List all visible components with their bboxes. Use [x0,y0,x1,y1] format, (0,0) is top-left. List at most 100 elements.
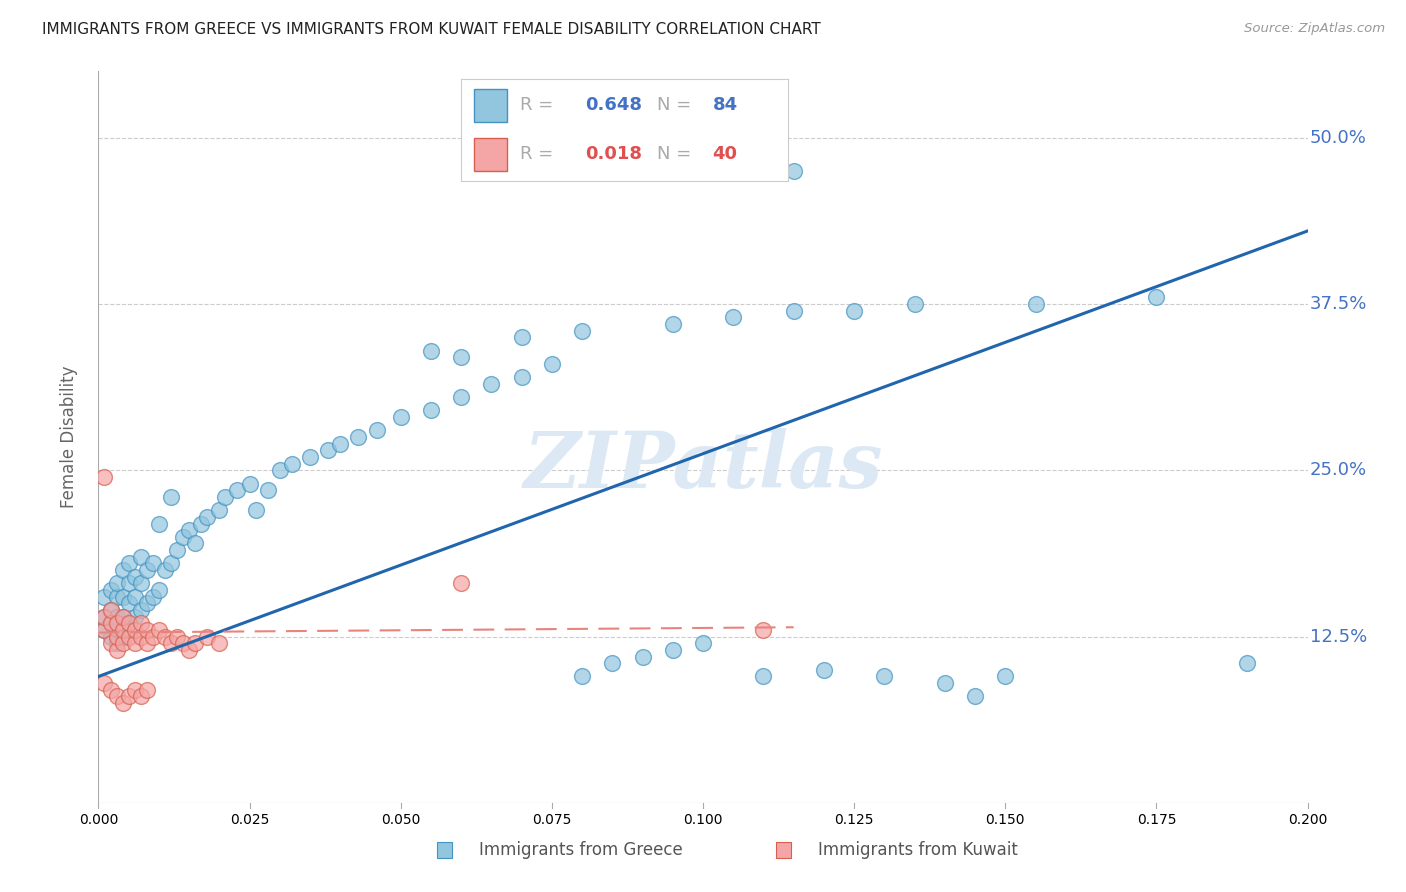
Point [661,643,683,657]
Point [239,476,262,491]
Point [1144,290,1167,304]
Text: 50.0%: 50.0% [1310,128,1367,147]
Point [299,450,322,464]
Point [172,530,194,544]
Point [105,609,128,624]
Point [208,636,231,650]
Point [124,682,146,697]
Point [105,690,128,704]
Point [105,623,128,637]
Point [105,616,128,631]
Point [316,443,339,458]
Point [105,643,128,657]
Point [124,590,146,604]
Point [994,669,1017,683]
Point [129,630,152,644]
Point [813,663,835,677]
Text: 25.0%: 25.0% [1310,461,1367,479]
Point [105,576,128,591]
Point [245,503,267,517]
Point [160,636,183,650]
Point [93,470,115,484]
Point [111,630,134,644]
Point [723,310,745,325]
Point [510,370,533,384]
Point [111,696,134,710]
Point [934,676,956,690]
Point [100,616,122,631]
Text: Source: ZipAtlas.com: Source: ZipAtlas.com [1244,22,1385,36]
Point [118,630,141,644]
Point [93,676,115,690]
Point [602,656,624,670]
Point [124,623,146,637]
Point [129,690,152,704]
Point [129,603,152,617]
Point [1024,297,1046,311]
Point [184,536,207,550]
Point [450,576,472,591]
Point [195,630,218,644]
Point [111,623,134,637]
Point [118,690,141,704]
Point [420,403,443,417]
Point [111,563,134,577]
Point [190,516,212,531]
Point [135,596,157,610]
Point [153,630,176,644]
Point [148,582,170,597]
Point [172,636,194,650]
Point [93,609,115,624]
Point [100,630,122,644]
Point [195,509,218,524]
Point [450,390,472,404]
Point [166,630,188,644]
Point [135,636,157,650]
Text: ZIPatlas: ZIPatlas [523,428,883,505]
Point [208,503,231,517]
Point [105,590,128,604]
Y-axis label: Female Disability: Female Disability [59,366,77,508]
Point [100,603,122,617]
Point [142,590,165,604]
Point [148,516,170,531]
Point [420,343,443,358]
Text: Immigrants from Kuwait: Immigrants from Kuwait [818,841,1018,859]
Point [692,636,714,650]
Point [179,643,201,657]
Point [100,603,122,617]
Point [214,490,236,504]
Point [118,616,141,631]
Point [111,609,134,624]
Point [226,483,249,498]
Point [124,609,146,624]
Point [135,563,157,577]
Point [118,557,141,571]
Point [100,682,122,697]
Text: Immigrants from Greece: Immigrants from Greece [479,841,683,859]
Point [124,636,146,650]
Point [93,609,115,624]
Point [571,324,593,338]
Point [481,376,503,391]
Point [111,590,134,604]
Point [118,576,141,591]
Point [389,410,412,425]
Point [540,357,562,371]
Point [347,430,370,444]
Point [752,669,775,683]
Point [105,636,128,650]
Point [148,623,170,637]
Point [105,630,128,644]
Text: 12.5%: 12.5% [1310,628,1367,646]
Point [366,424,388,438]
Point [93,590,115,604]
Point [160,557,183,571]
Point [281,457,304,471]
Point [142,557,165,571]
Point [873,669,896,683]
Text: 37.5%: 37.5% [1310,295,1368,313]
Point [256,483,278,498]
FancyBboxPatch shape [776,842,790,858]
Point [329,436,352,450]
